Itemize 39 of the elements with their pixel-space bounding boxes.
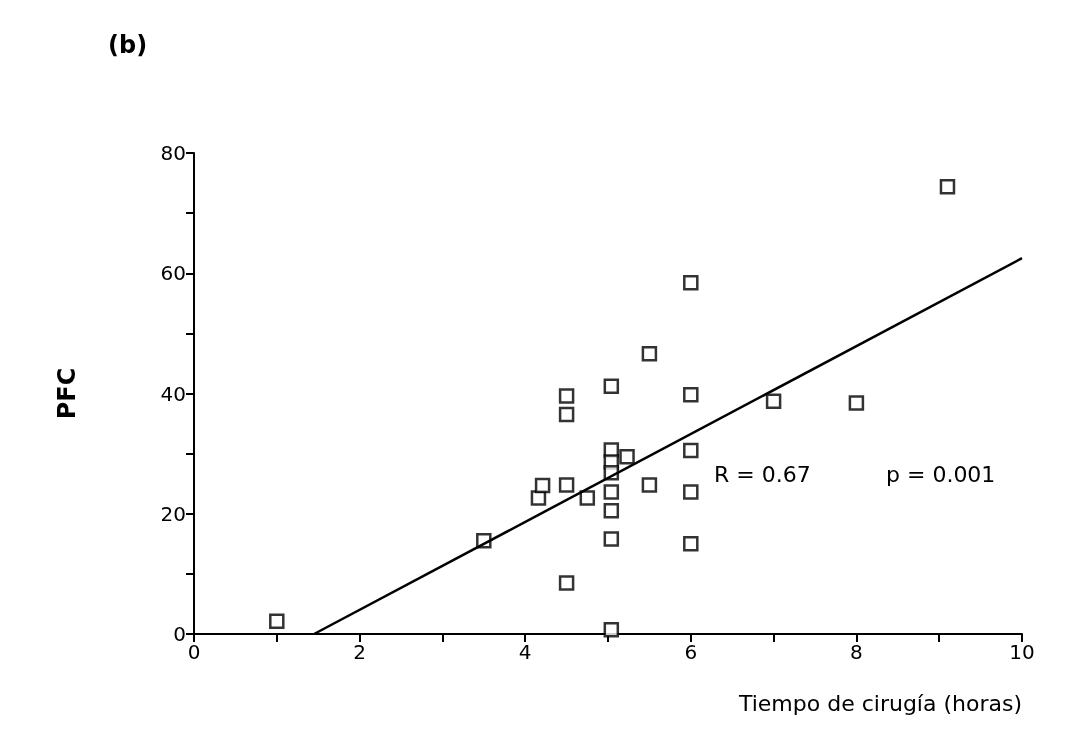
y-tick-label: 40 xyxy=(160,381,186,406)
point xyxy=(603,378,620,395)
point xyxy=(603,502,620,519)
point xyxy=(683,442,699,459)
point xyxy=(579,490,596,506)
x-tick-label: 0 xyxy=(187,640,201,664)
point xyxy=(534,477,551,494)
point xyxy=(641,477,658,493)
point xyxy=(939,178,956,195)
x-tick-label: 10 xyxy=(1009,640,1035,664)
point xyxy=(603,622,620,638)
x-tick-label: 6 xyxy=(684,640,698,664)
y-tick-label: 0 xyxy=(173,622,186,646)
annotation: p = 0.001 xyxy=(886,461,996,487)
point xyxy=(765,393,782,410)
point xyxy=(558,406,575,423)
chart-title: (b) xyxy=(108,31,148,59)
point xyxy=(683,484,699,500)
y-tick-label: 20 xyxy=(160,501,186,526)
point xyxy=(683,386,699,403)
y-tick-label: 60 xyxy=(160,261,186,286)
x-tick-label: 8 xyxy=(850,640,863,664)
point xyxy=(641,346,658,362)
point xyxy=(558,575,575,591)
x-axis-title: Tiempo de cirugía (horas) xyxy=(737,690,1022,716)
point xyxy=(619,448,635,465)
point xyxy=(603,531,620,547)
x-tick-label: 4 xyxy=(518,640,532,664)
y-axis-title: PFC xyxy=(53,367,81,420)
y-tick-label: 80 xyxy=(160,141,186,165)
point xyxy=(683,536,699,552)
point xyxy=(558,388,575,404)
annotation: R = 0.67 xyxy=(714,461,811,487)
x-tick-label: 2 xyxy=(353,640,366,664)
point xyxy=(848,395,865,411)
point xyxy=(603,484,620,500)
point xyxy=(558,477,575,493)
point xyxy=(269,613,285,630)
point xyxy=(683,275,699,291)
